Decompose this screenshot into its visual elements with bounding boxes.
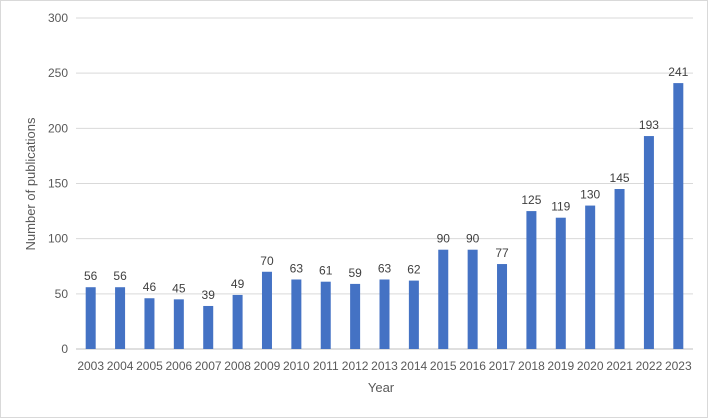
x-tick-label-2013: 2013 bbox=[371, 359, 398, 373]
bar-2022 bbox=[643, 136, 654, 349]
bar-2011 bbox=[320, 281, 331, 349]
x-tick-label-2015: 2015 bbox=[430, 359, 457, 373]
bar-2005 bbox=[144, 298, 155, 349]
y-axis-ticks: 0 50 100 150 200 250 300 bbox=[48, 11, 68, 356]
bar-2008 bbox=[232, 294, 243, 349]
bar-2015 bbox=[438, 249, 449, 349]
bar-2010 bbox=[291, 279, 302, 349]
bar-2012 bbox=[350, 283, 361, 349]
bar-2017 bbox=[497, 264, 508, 349]
data-label-2005: 46 bbox=[143, 280, 157, 294]
bar-2004 bbox=[115, 287, 126, 349]
data-label-2014: 62 bbox=[407, 263, 421, 277]
x-tick-label-2017: 2017 bbox=[489, 359, 516, 373]
bar-2003 bbox=[85, 287, 96, 349]
x-tick-label-2004: 2004 bbox=[107, 359, 134, 373]
x-axis-ticks: 2003 2004 2005 2006 2007 2008 2009 2010 2011 2012… bbox=[77, 359, 692, 373]
bar-2016 bbox=[467, 249, 478, 349]
bar-2009 bbox=[261, 271, 272, 349]
bar-2013 bbox=[379, 279, 390, 349]
x-tick-label-2011: 2011 bbox=[313, 359, 339, 373]
x-tick-label-2023: 2023 bbox=[665, 359, 692, 373]
data-label-2018: 125 bbox=[521, 193, 541, 207]
y-tick-label-0: 0 bbox=[61, 342, 68, 356]
x-tick-label-2016: 2016 bbox=[459, 359, 486, 373]
y-tick-label-250: 250 bbox=[48, 66, 68, 80]
x-tick-label-2005: 2005 bbox=[136, 359, 163, 373]
x-tick-label-2006: 2006 bbox=[165, 359, 192, 373]
data-label-2019: 119 bbox=[551, 200, 570, 214]
x-tick-label-2009: 2009 bbox=[254, 359, 281, 373]
data-label-2011: 61 bbox=[319, 264, 333, 278]
data-label-2008: 49 bbox=[231, 277, 245, 291]
bar-2020 bbox=[585, 205, 596, 349]
data-label-2023: 241 bbox=[668, 65, 688, 79]
data-label-2016: 90 bbox=[466, 232, 480, 246]
y-tick-label-150: 150 bbox=[48, 177, 68, 191]
data-labels: 56 56 46 45 39 49 70 63 61 59 63 62 90 90 77 125 119 130 1… bbox=[84, 65, 689, 302]
x-tick-label-2007: 2007 bbox=[195, 359, 222, 373]
x-tick-label-2014: 2014 bbox=[401, 359, 428, 373]
x-tick-label-2010: 2010 bbox=[283, 359, 310, 373]
y-tick-label-100: 100 bbox=[48, 232, 68, 246]
y-axis-title: Number of publications bbox=[23, 117, 38, 250]
bar-2021 bbox=[614, 189, 625, 349]
data-label-2020: 130 bbox=[580, 188, 600, 202]
x-tick-label-2019: 2019 bbox=[547, 359, 574, 373]
x-tick-label-2003: 2003 bbox=[77, 359, 104, 373]
data-label-2009: 70 bbox=[260, 254, 274, 268]
x-tick-label-2008: 2008 bbox=[224, 359, 251, 373]
bar-2023 bbox=[673, 83, 684, 349]
data-label-2022: 193 bbox=[639, 118, 659, 132]
y-tick-label-200: 200 bbox=[48, 121, 68, 135]
data-label-2010: 63 bbox=[290, 261, 304, 275]
bar-2018 bbox=[526, 211, 537, 349]
bar-2006 bbox=[173, 299, 184, 349]
data-label-2007: 39 bbox=[202, 288, 216, 302]
bars bbox=[85, 83, 684, 349]
x-tick-label-2020: 2020 bbox=[577, 359, 604, 373]
x-tick-label-2018: 2018 bbox=[518, 359, 545, 373]
data-label-2006: 45 bbox=[172, 281, 186, 295]
x-tick-label-2021: 2021 bbox=[606, 359, 633, 373]
bar-2007 bbox=[203, 305, 214, 349]
x-tick-label-2012: 2012 bbox=[342, 359, 369, 373]
y-tick-label-300: 300 bbox=[48, 11, 68, 25]
data-label-2015: 90 bbox=[437, 232, 451, 246]
x-tick-label-2022: 2022 bbox=[636, 359, 663, 373]
y-tick-label-50: 50 bbox=[55, 287, 69, 301]
data-label-2012: 59 bbox=[348, 266, 362, 280]
data-label-2021: 145 bbox=[610, 171, 630, 185]
data-label-2003: 56 bbox=[84, 269, 98, 283]
data-label-2004: 56 bbox=[113, 269, 127, 283]
data-label-2013: 63 bbox=[378, 261, 392, 275]
data-label-2017: 77 bbox=[495, 246, 509, 260]
x-axis-title: Year bbox=[368, 380, 395, 395]
bar-2014 bbox=[408, 280, 419, 349]
bar-2019 bbox=[555, 217, 566, 349]
